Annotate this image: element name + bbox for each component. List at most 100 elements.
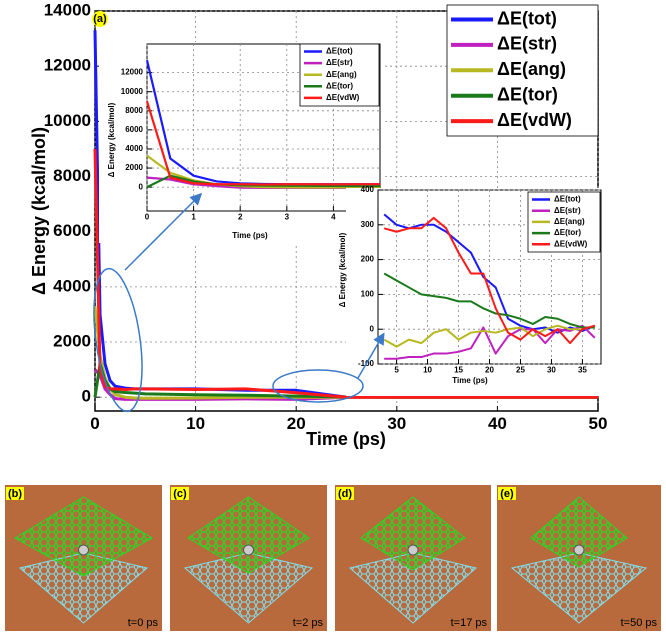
- x-tick-label: 35: [578, 366, 587, 375]
- series-line: [146, 154, 380, 189]
- x-tick-label: 1: [191, 213, 196, 222]
- y-tick-label: 10000: [44, 111, 91, 130]
- series-line: [383, 272, 595, 329]
- snapshot-panels: (b) t=0 ps (c) t=2 ps (d) t=17 ps (e) t=50 ps: [5, 485, 661, 631]
- y-tick-label: 2000: [125, 163, 143, 172]
- graphene-lower: [510, 552, 648, 624]
- series-line: [383, 324, 596, 348]
- chart: 0 2000 4000 6000 8000 10000 12000 0 1 2 3 4 Time (ps…: [99, 42, 382, 243]
- chart: -10001002003004005101520253035Time (ps)Δ…: [338, 185, 603, 396]
- legend-label: ΔE(tot): [554, 195, 581, 204]
- legend-label: ΔE(vdW): [497, 110, 572, 130]
- x-tick-label: 5: [394, 366, 399, 375]
- legend-label: ΔE(str): [326, 58, 353, 67]
- y-tick-label: 2000: [53, 332, 91, 351]
- annotations: [93, 192, 385, 413]
- y-tick-label: 12000: [121, 68, 144, 77]
- label-badge: [6, 487, 24, 500]
- snapshot: (b) t=0 ps: [5, 485, 162, 631]
- graphene-lower: [348, 552, 478, 624]
- x-tick-label: 40: [488, 414, 507, 433]
- x-tick-label: 30: [387, 414, 406, 433]
- x-tick-label: 10: [186, 414, 205, 433]
- series-line: [384, 324, 596, 360]
- y-tick-label: 400: [361, 185, 375, 194]
- x-tick-label: 3: [285, 213, 290, 222]
- x-tick-label: 25: [516, 366, 525, 375]
- molecule: [573, 544, 585, 556]
- y-tick-label: 0: [139, 182, 144, 191]
- legend-label: ΔE(tot): [326, 47, 353, 56]
- legend-label: ΔE(vdW): [326, 93, 360, 102]
- x-axis-label: Time (ps): [306, 429, 386, 449]
- legend-label: ΔE(tor): [497, 84, 558, 104]
- legend-label: ΔE(vdW): [554, 239, 588, 248]
- graphene-upper: [13, 496, 154, 577]
- x-tick-label: 50: [589, 414, 608, 433]
- series-line: [145, 100, 380, 186]
- time-caption: t=17 ps: [451, 617, 488, 629]
- x-tick-label: 20: [485, 366, 494, 375]
- x-axis-label: Time (ps): [232, 231, 268, 240]
- arrow: [124, 192, 203, 271]
- y-tick-label: 6000: [125, 125, 143, 134]
- legend-label: ΔE(ang): [554, 217, 585, 226]
- x-tick-label: 10: [423, 366, 432, 375]
- panel-label: (b): [8, 488, 22, 500]
- x-tick-label: 2: [238, 213, 243, 222]
- x-tick-label: 15: [454, 366, 463, 375]
- time-caption: t=2 ps: [293, 617, 324, 629]
- time-caption: t=0 ps: [128, 617, 159, 629]
- x-tick-label: 4: [331, 213, 336, 222]
- legend-label: ΔE(str): [554, 206, 581, 215]
- x-tick-label: 0: [145, 213, 150, 222]
- y-tick-label: 4000: [53, 276, 91, 295]
- graphene-upper: [187, 496, 310, 574]
- legend-label: ΔE(tor): [554, 228, 581, 237]
- snapshot: (c) t=2 ps: [170, 485, 327, 631]
- y-tick-label: 6000: [53, 221, 91, 240]
- molecule: [78, 544, 89, 556]
- x-tick-label: 30: [547, 366, 556, 375]
- y-axis-label: Δ Energy (kcal/mol): [107, 102, 116, 177]
- y-tick-label: 0: [82, 387, 91, 406]
- time-caption: t=50 ps: [621, 617, 658, 629]
- legend-label: ΔE(ang): [326, 70, 357, 79]
- panel-label: (c): [173, 488, 187, 500]
- molecule: [407, 544, 419, 556]
- series-line: [383, 216, 596, 345]
- y-tick-label: 14000: [44, 0, 91, 19]
- y-tick-label: 8000: [53, 166, 91, 185]
- y-tick-label: 12000: [44, 56, 91, 75]
- panel-label: (d): [338, 488, 352, 500]
- x-tick-label: 0: [90, 414, 99, 433]
- x-axis-label: Time (ps): [452, 376, 488, 385]
- y-tick-label: 100: [361, 290, 375, 299]
- snapshot: (d) t=17 ps: [335, 485, 491, 631]
- molecule: [243, 544, 254, 556]
- y-tick-label: 200: [361, 255, 375, 264]
- y-tick-label: 300: [361, 220, 375, 229]
- panel-badge: [92, 11, 108, 27]
- graphene-upper: [360, 496, 466, 571]
- legend-label: ΔE(tor): [326, 81, 353, 90]
- label-badge: [171, 487, 189, 500]
- highlight-oval: [93, 267, 143, 413]
- label-badge: [336, 487, 354, 500]
- graphene-upper: [530, 496, 628, 568]
- y-tick-label: 0: [370, 324, 375, 333]
- panel-label: (a): [93, 13, 107, 25]
- arrow: [357, 332, 385, 379]
- x-tick-label: 20: [287, 414, 306, 433]
- y-axis-label: Δ Energy (kcal/mol): [29, 127, 49, 295]
- y-axis-label: Δ Energy (kcal/mol): [338, 232, 347, 307]
- y-tick-label: 8000: [125, 106, 143, 115]
- panel-label: (e): [500, 488, 514, 500]
- highlight-oval: [272, 369, 364, 403]
- snapshot: (e) t=50 ps: [497, 485, 661, 631]
- y-tick-label: 4000: [125, 144, 143, 153]
- y-tick-label: 10000: [121, 87, 144, 96]
- legend-label: ΔE(str): [497, 34, 557, 54]
